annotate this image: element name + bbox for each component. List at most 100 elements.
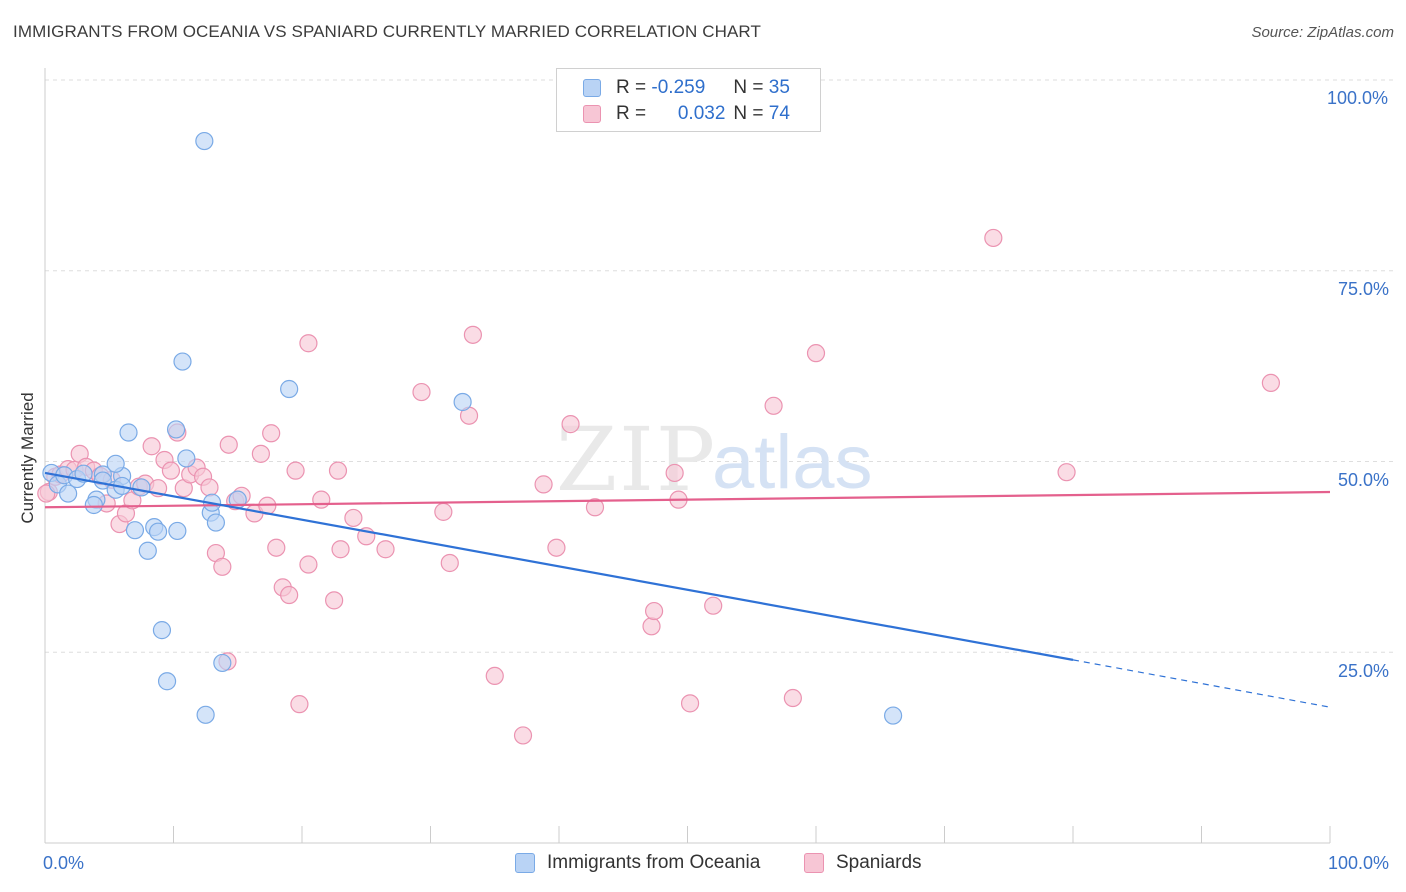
spaniards-point [806,344,826,363]
legend-swatch-pink [804,853,824,873]
legend-label-spaniards: Spaniards [836,852,922,873]
oceania-point [280,379,299,399]
spaniards-point [328,461,348,480]
spaniards-point [376,540,395,559]
spaniards-trend-line [44,490,1331,509]
spaniards-point [680,694,700,713]
oceania-trend-line [44,471,1074,661]
oceania-point [106,454,125,473]
spaniards-point [331,540,350,559]
oceania-point [173,352,192,371]
spaniards-point [642,617,661,636]
spaniards-point [200,478,219,497]
spaniards-point [280,585,299,605]
spaniards-point [213,557,232,576]
spaniards-point [219,435,238,454]
spaniards-point [440,553,459,573]
oceania-point [148,522,168,541]
spaniards-point [534,475,553,494]
oceania-point [177,449,196,468]
spaniards-point [290,695,309,714]
x-tick-right: 100.0% [1328,853,1390,873]
y-tick-25: 25.0% [1338,661,1390,681]
watermark-zip: ZIP [556,408,717,511]
spaniards-point [463,325,483,344]
legend-label-oceania: Immigrants from Oceania [547,852,761,873]
oceania-point [119,423,138,442]
spaniards-point [704,596,723,615]
chart-title: IMMIGRANTS FROM OCEANIA VS SPANIARD CURR… [13,22,761,41]
oceania-point [195,131,214,151]
legend-item-oceania: Immigrants from Oceania [515,852,760,874]
series-oceania-points [42,131,903,725]
spaniards-point [142,437,161,456]
legend-n-value: 74 [768,103,790,124]
legend-r-label: R = [616,103,647,124]
y-tick-75: 75.0% [1338,279,1390,299]
spaniards-point [561,415,580,434]
spaniards-point [299,555,318,574]
watermark: ZIP atlas [556,408,873,511]
oceania-point [213,653,232,673]
oceania-point [84,495,103,515]
spaniards-point [286,461,305,480]
oceania-point [453,392,472,412]
oceania-point [74,464,93,483]
legend-swatch-pink [583,105,601,123]
oceania-point [125,521,145,540]
watermark-atlas: atlas [712,420,873,505]
spaniards-point [1057,463,1076,482]
legend-n-label: N = [733,77,764,98]
spaniards-point [585,498,605,517]
oceania-point [157,672,177,691]
spaniards-point [984,228,1003,248]
spaniards-point [434,502,453,521]
oceania-point [132,478,151,497]
y-tick-100: 100.0% [1327,88,1389,108]
spaniards-point [251,444,270,463]
legend-r-value: 0.032 [677,103,726,124]
spaniards-point [485,666,504,686]
legend-item-spaniards: Spaniards [804,852,922,874]
spaniards-point [325,591,344,610]
axes [44,68,1331,844]
spaniards-point [644,601,664,621]
legend-swatch-blue [515,853,535,873]
spaniards-point [513,726,533,745]
oceania-point [59,484,78,503]
legend-r-label: R = [616,77,647,98]
oceania-point [166,420,186,439]
spaniards-point [312,490,331,509]
spaniards-point [665,463,684,483]
oceania-point [152,621,172,640]
trend-lines [44,471,1331,708]
oceania-point [168,521,187,541]
spaniards-point [1261,373,1280,393]
legend-row-spaniards: R = 0.032 N = 74 [583,102,790,126]
spaniards-point [412,382,431,402]
legend-row-oceania: R = -0.259 N = 35 [583,76,790,100]
oceania-point [206,513,226,532]
legend-n-label: N = [733,103,764,124]
correlation-legend: R = -0.259 N = 35 R = 0.032 N = 74 [556,68,821,132]
spaniards-point [783,688,802,708]
legend-r-value: -0.259 [651,77,706,98]
legend-swatch-blue [583,79,601,97]
oceania-point [196,705,215,724]
spaniards-point [344,508,363,528]
spaniards-point [267,538,286,557]
spaniards-point [299,334,318,353]
source-credit: Source: ZipAtlas.com [1251,24,1394,41]
spaniards-point [262,424,281,443]
x-tick-left: 0.0% [43,853,85,873]
oceania-point [138,541,157,560]
y-tick-50: 50.0% [1338,470,1390,490]
oceania-trend-extension [1072,659,1331,708]
spaniards-point [547,538,566,557]
oceania-point [883,706,903,725]
series-spaniards-points [37,228,1280,745]
grid-lines [45,79,1393,653]
spaniards-point [161,461,181,480]
legend-n-value: 35 [768,77,790,98]
